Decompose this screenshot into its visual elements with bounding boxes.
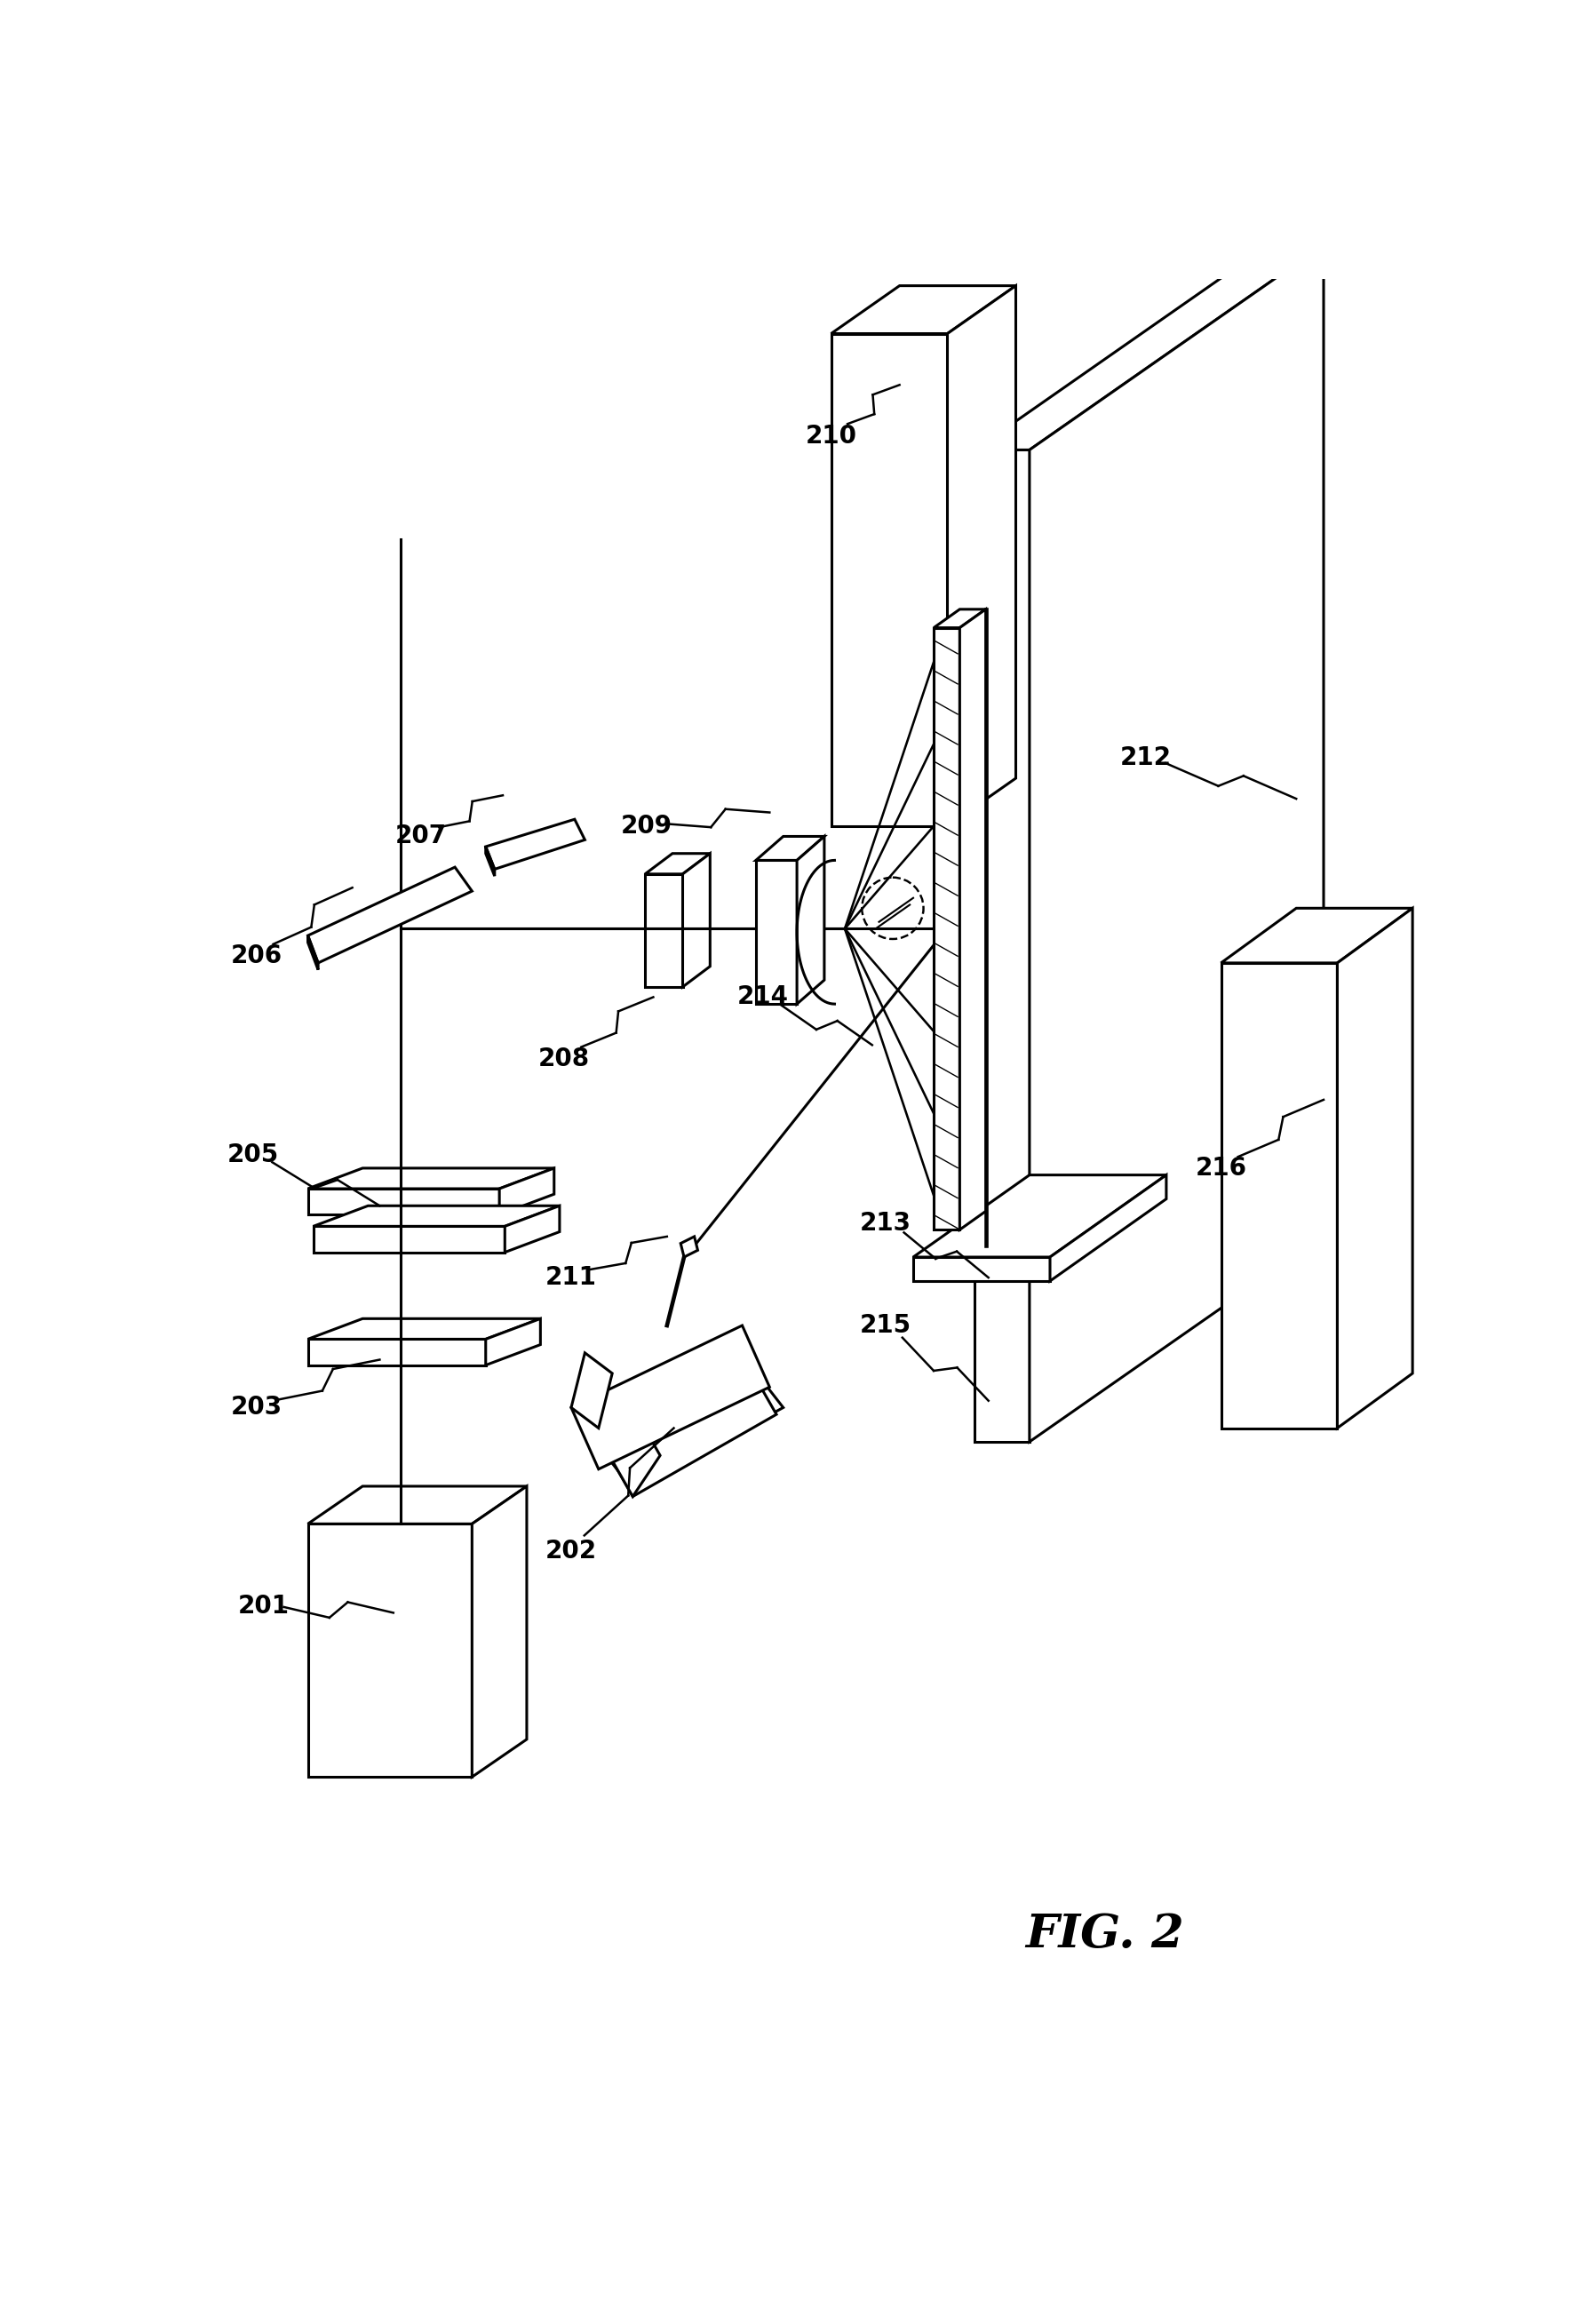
Polygon shape (307, 1169, 554, 1188)
Polygon shape (486, 1318, 540, 1364)
Polygon shape (947, 286, 1016, 825)
Text: 210: 210 (806, 423, 856, 449)
Text: 213: 213 (860, 1211, 912, 1236)
Polygon shape (757, 837, 825, 860)
Polygon shape (1220, 909, 1412, 962)
Polygon shape (605, 1367, 776, 1497)
Polygon shape (1050, 1176, 1167, 1281)
Polygon shape (757, 860, 796, 1004)
Polygon shape (307, 1339, 486, 1364)
Polygon shape (307, 1487, 527, 1525)
Text: 206: 206 (231, 944, 282, 969)
Polygon shape (831, 286, 1016, 335)
Text: 211: 211 (546, 1264, 597, 1290)
Text: 212: 212 (1121, 746, 1171, 769)
Text: 216: 216 (1195, 1155, 1247, 1181)
Polygon shape (681, 1236, 698, 1257)
Polygon shape (796, 837, 825, 1004)
Polygon shape (584, 1346, 784, 1490)
Polygon shape (913, 1257, 1050, 1281)
Polygon shape (831, 335, 947, 825)
Polygon shape (307, 867, 472, 962)
Polygon shape (571, 1353, 613, 1427)
Polygon shape (313, 1227, 505, 1253)
Polygon shape (499, 1169, 554, 1215)
Polygon shape (1029, 244, 1323, 1441)
Polygon shape (313, 1206, 559, 1227)
Polygon shape (307, 1318, 540, 1339)
Text: FIG. 2: FIG. 2 (1026, 1913, 1184, 1957)
Polygon shape (1338, 909, 1412, 1427)
Polygon shape (913, 1176, 1167, 1257)
Text: 215: 215 (860, 1313, 912, 1339)
Text: 202: 202 (546, 1538, 597, 1564)
Polygon shape (975, 244, 1323, 451)
Polygon shape (505, 1206, 559, 1253)
Polygon shape (975, 451, 1029, 1441)
Polygon shape (307, 1188, 499, 1215)
Polygon shape (934, 609, 986, 627)
Text: 201: 201 (237, 1594, 290, 1618)
Polygon shape (472, 1487, 527, 1778)
Polygon shape (605, 1408, 660, 1497)
Polygon shape (682, 853, 711, 988)
Polygon shape (1220, 962, 1338, 1427)
Polygon shape (486, 820, 584, 869)
Text: 214: 214 (738, 985, 788, 1009)
Polygon shape (307, 937, 318, 969)
Text: 207: 207 (394, 825, 446, 848)
Polygon shape (486, 846, 494, 876)
Polygon shape (646, 874, 682, 988)
Polygon shape (934, 627, 959, 1229)
Text: 205: 205 (228, 1141, 279, 1167)
Text: 208: 208 (538, 1046, 590, 1071)
Polygon shape (646, 853, 711, 874)
Text: 209: 209 (621, 813, 673, 839)
Polygon shape (307, 1525, 472, 1778)
Text: 203: 203 (231, 1394, 282, 1420)
Polygon shape (571, 1325, 769, 1469)
Polygon shape (959, 609, 986, 1229)
